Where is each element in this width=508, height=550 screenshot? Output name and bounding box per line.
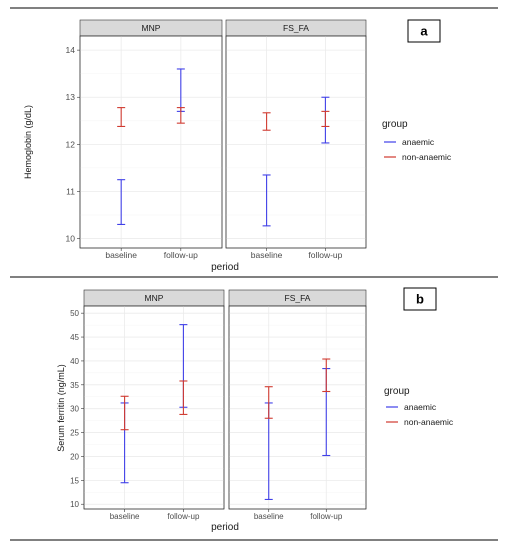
errorbar-non-anaemic	[262, 112, 271, 131]
facet-strip-label: FS_FA	[283, 23, 309, 33]
y-tick-label: 10	[70, 500, 79, 509]
errorbar-non-anaemic	[117, 107, 126, 128]
x-tick-label: baseline	[251, 250, 283, 260]
errorbar-non-anaemic	[321, 110, 330, 128]
y-tick-label: 30	[70, 405, 79, 414]
errorbar-non-anaemic	[179, 380, 188, 415]
x-tick-label: follow-up	[308, 250, 342, 260]
plot-border	[79, 35, 223, 249]
panel-label: a	[420, 24, 428, 39]
x-axis-title: period	[211, 262, 239, 273]
legend: group anaemic non-anaemic	[382, 119, 452, 162]
x-tick-label: baseline	[105, 250, 137, 260]
y-tick-label: 15	[70, 476, 79, 485]
x-tick-label: follow-up	[310, 512, 343, 521]
facet-fs_fa: FS_FA baseline follow-up	[228, 289, 367, 521]
panel-label-box	[403, 287, 437, 311]
legend-title: group	[384, 386, 410, 397]
legend: group anaemic non-anaemic	[384, 386, 454, 427]
y-axis-title: Serum ferritin (ng/mL)	[56, 364, 66, 452]
y-tick-label: 35	[70, 381, 79, 390]
panel-a: MNP baseline follow-up FS_FA baseline follow-…	[23, 19, 452, 273]
panel-label: b	[416, 292, 424, 307]
facet-mnp: MNP baseline follow-up	[79, 19, 223, 260]
legend-entry: anaemic	[402, 137, 435, 147]
x-tick-label: baseline	[110, 512, 140, 521]
legend-entry: non-anaemic	[404, 417, 454, 427]
y-tick-label: 10	[66, 234, 76, 244]
plot-area	[83, 305, 225, 510]
errorbar-anaemic	[117, 179, 126, 225]
y-tick-label: 25	[70, 429, 79, 438]
x-axis-title: period	[211, 522, 239, 533]
legend-entry: anaemic	[404, 402, 437, 412]
y-tick-label: 50	[70, 309, 79, 318]
errorbar-anaemic	[262, 174, 271, 227]
y-tick-label: 11	[66, 186, 75, 196]
legend-title: group	[382, 119, 408, 130]
x-tick-label: follow-up	[167, 512, 200, 521]
errorbar-non-anaemic	[176, 107, 185, 124]
y-tick-label: 13	[66, 92, 76, 102]
panel-label-box	[407, 19, 441, 43]
plot-area	[79, 35, 223, 249]
plot-border	[83, 305, 225, 510]
plot-border	[225, 35, 367, 249]
y-tick-label: 40	[70, 357, 79, 366]
plot-area	[225, 35, 367, 249]
y-tick-label: 14	[66, 45, 76, 55]
x-tick-label: follow-up	[164, 250, 198, 260]
panels: MNP baseline follow-up FS_FA baseline follow-…	[23, 19, 454, 533]
y-tick-label: 45	[70, 333, 79, 342]
y-axis-title: Hemoglobin (g/dL)	[23, 105, 33, 179]
facet-strip-label: MNP	[145, 293, 164, 303]
legend-entry: non-anaemic	[402, 152, 452, 162]
facet-fs_fa: FS_FA baseline follow-up	[225, 19, 367, 260]
plot-area	[228, 305, 367, 510]
y-tick-label: 20	[70, 452, 79, 461]
plot-border	[228, 305, 367, 510]
errorbar-non-anaemic	[322, 358, 331, 393]
y-tick-label: 12	[66, 139, 76, 149]
facet-strip-label: FS_FA	[285, 293, 311, 303]
facet-mnp: MNP baseline follow-up	[83, 289, 225, 521]
errorbar-non-anaemic	[264, 386, 273, 419]
x-tick-label: baseline	[254, 512, 284, 521]
panel-b: MNP baseline follow-up FS_FA baseline follow-…	[56, 287, 454, 533]
errorbar-non-anaemic	[120, 395, 129, 431]
facet-strip-label: MNP	[142, 23, 161, 33]
